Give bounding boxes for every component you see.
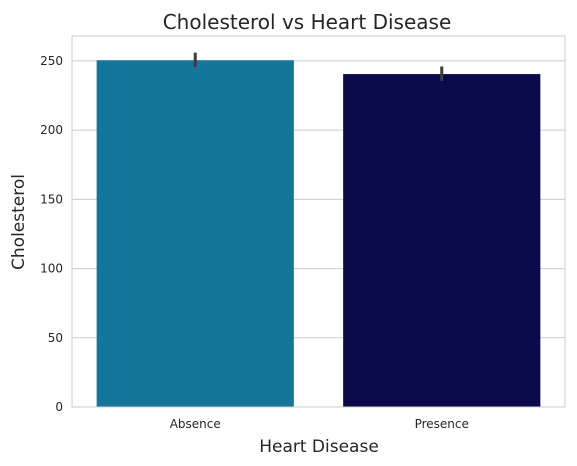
error-bars	[193, 52, 444, 81]
y-tick-labels: 0 50 100 150 200 250	[40, 54, 63, 414]
y-tick-label: 100	[40, 262, 63, 276]
y-tick-label: 200	[40, 123, 63, 137]
plot-frame	[71, 35, 566, 408]
bar-absence	[96, 60, 294, 408]
y-tick-label: 50	[48, 331, 63, 345]
bars	[96, 60, 541, 408]
x-tick-label: Absence	[170, 417, 221, 431]
y-tick-label: 150	[40, 192, 63, 206]
x-tick-labels: Absence Presence	[170, 417, 469, 431]
bar-presence	[343, 74, 541, 407]
y-tick-label: 250	[40, 54, 63, 68]
x-axis-label: Heart Disease	[259, 437, 379, 457]
x-tick-label: Presence	[415, 417, 469, 431]
chart-title: Cholesterol vs Heart Disease	[163, 10, 452, 34]
y-tick-label: 0	[55, 400, 63, 414]
y-axis-label: Cholesterol	[9, 174, 29, 270]
